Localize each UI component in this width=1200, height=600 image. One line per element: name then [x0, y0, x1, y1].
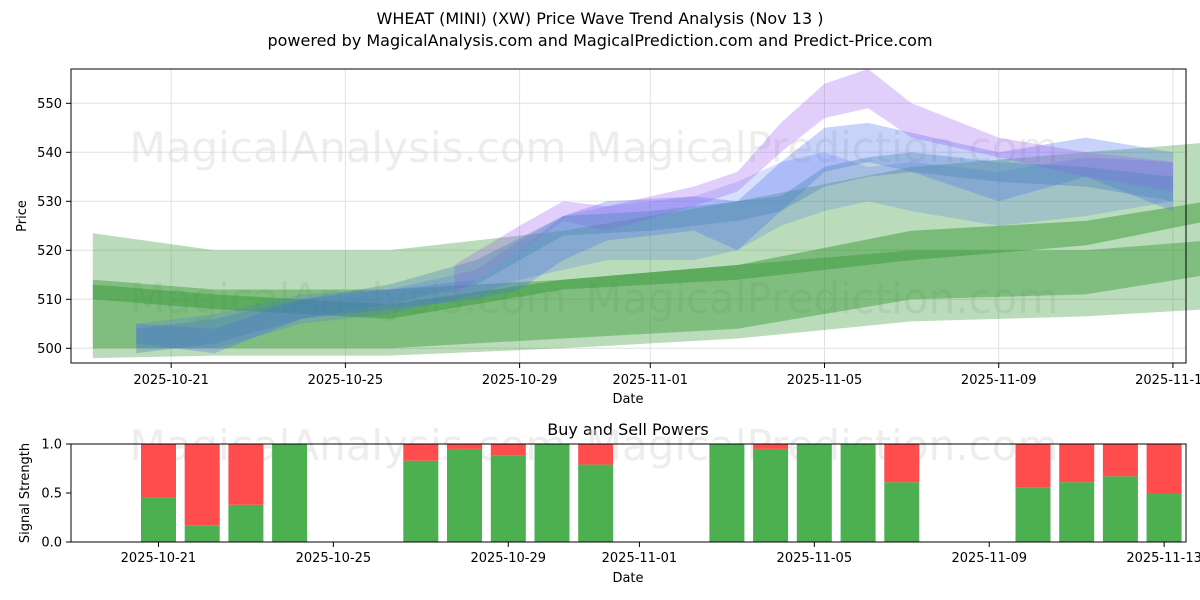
buy-bar	[709, 444, 745, 542]
price-xtick-label: 2025-10-25	[308, 373, 384, 388]
powers-ytick-label: 0.0	[41, 536, 62, 551]
sell-bar	[884, 444, 920, 483]
watermark-prediction-top: MagicalPrediction.com	[586, 123, 1059, 172]
buy-bar	[228, 504, 264, 542]
chart-subtitle: powered by MagicalAnalysis.com and Magic…	[267, 31, 933, 50]
price-band-green	[92, 202, 1200, 319]
buy-bar	[1015, 487, 1051, 542]
powers-xtick-label: 2025-10-29	[470, 551, 546, 566]
sell-bar	[447, 444, 482, 449]
price-band-steel	[136, 152, 1173, 354]
sell-bar	[141, 444, 176, 498]
price-xtick-label: 2025-10-21	[133, 373, 209, 388]
powers-xtick-label: 2025-10-21	[121, 551, 197, 566]
price-xtick-label: 2025-11-13	[1135, 373, 1200, 388]
price-band-blue	[136, 122, 1173, 354]
sell-bar	[228, 444, 264, 505]
powers-xtick-label: 2025-11-13	[1126, 551, 1200, 566]
price-ytick-label: 550	[37, 97, 62, 112]
powers-ytick-label: 0.5	[41, 487, 62, 502]
sell-bar	[403, 444, 439, 461]
price-band-green	[92, 241, 1200, 349]
powers-xlabel: Date	[612, 571, 643, 586]
sell-bar	[1102, 444, 1138, 477]
buy-bar	[272, 444, 308, 542]
price-xtick-label: 2025-10-29	[482, 373, 558, 388]
buy-bar	[184, 525, 220, 542]
buy-bar	[490, 455, 526, 542]
buy-bar	[578, 464, 614, 542]
powers-xtick-label: 2025-10-25	[296, 551, 372, 566]
powers-axes: 2025-10-21 2025-10-25 2025-10-29 2025-11-01…	[41, 438, 1200, 567]
sell-bar	[1146, 444, 1182, 493]
powers-title: Buy and Sell Powers	[547, 420, 709, 439]
buy-bar	[1102, 476, 1138, 542]
powers-ylabel: Signal Strength	[18, 443, 33, 543]
price-ytick-label: 520	[37, 244, 62, 259]
sell-bar	[184, 444, 220, 526]
buy-bar	[141, 497, 176, 542]
sell-bar	[578, 444, 614, 465]
powers-xtick-label: 2025-11-09	[951, 551, 1027, 566]
buy-bar	[534, 444, 570, 542]
powers-ytick-label: 1.0	[41, 438, 62, 453]
price-band-violet	[454, 69, 1173, 295]
price-xtick-label: 2025-11-01	[612, 373, 688, 388]
sell-bar	[1059, 444, 1095, 483]
watermark-analysis-top: MagicalAnalysis.com	[130, 123, 567, 172]
sell-bar	[753, 444, 789, 449]
buy-bar	[447, 448, 482, 542]
price-ytick-label: 510	[37, 293, 62, 308]
price-bands	[92, 69, 1200, 359]
buy-bar	[1059, 482, 1095, 542]
price-ylabel: Price	[15, 200, 30, 232]
sell-bar	[1015, 444, 1051, 488]
price-xtick-label: 2025-11-05	[787, 373, 863, 388]
price-ytick-label: 500	[37, 342, 62, 357]
price-ytick-label: 530	[37, 195, 62, 210]
sell-bar	[490, 444, 526, 456]
buy-bar	[840, 444, 876, 542]
price-plot-frame	[70, 68, 1187, 364]
powers-xtick-label: 2025-11-01	[602, 551, 678, 566]
price-axes: 2025-10-21 2025-10-25 2025-10-29 2025-11-01…	[37, 97, 1200, 388]
price-ytick-label: 540	[37, 146, 62, 161]
price-xlabel: Date	[612, 392, 643, 407]
price-band-blue	[136, 152, 1173, 349]
price-xtick-label: 2025-11-09	[961, 373, 1037, 388]
buy-bar	[403, 460, 439, 542]
power-bars	[141, 444, 1182, 542]
powers-xtick-label: 2025-11-05	[777, 551, 853, 566]
buy-bar	[1146, 493, 1182, 542]
buy-bar	[884, 482, 920, 542]
buy-bar	[753, 448, 789, 542]
buy-bar	[796, 444, 832, 542]
chart-title: WHEAT (MINI) (XW) Price Wave Trend Analy…	[376, 9, 824, 28]
